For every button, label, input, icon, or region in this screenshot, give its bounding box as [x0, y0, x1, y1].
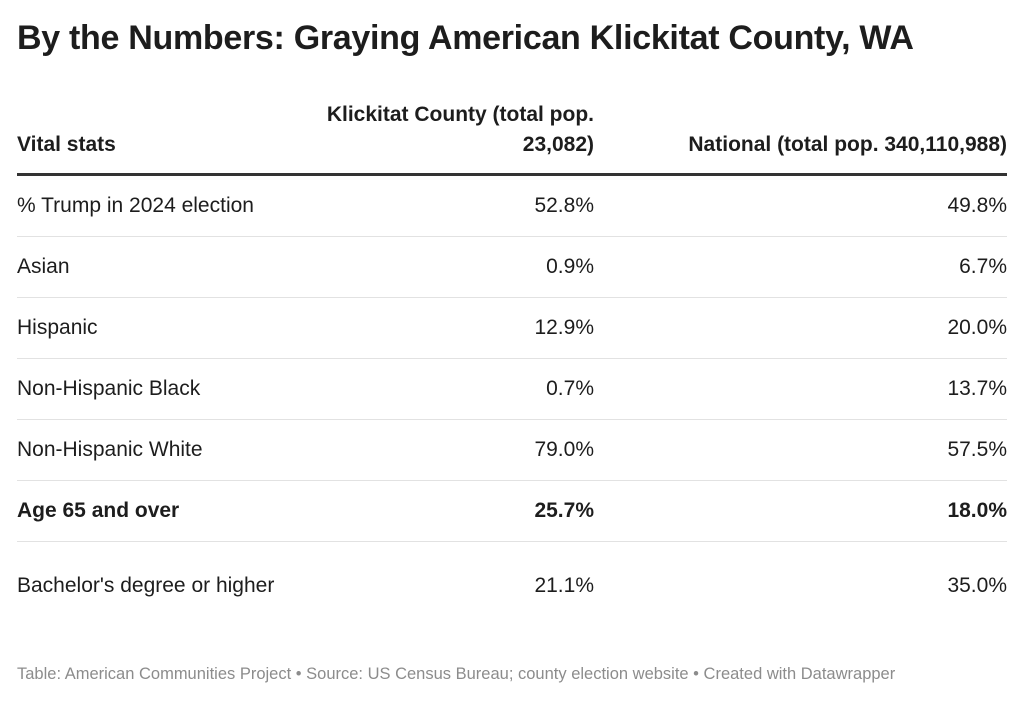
- county-value: 52.8%: [317, 174, 594, 237]
- county-value: 79.0%: [317, 419, 594, 481]
- table-row: Asian 0.9% 6.7%: [17, 236, 1007, 298]
- source-footer: Table: American Communities Project • So…: [17, 665, 896, 683]
- table-row: Non-Hispanic Black 0.7% 13.7%: [17, 358, 1007, 420]
- national-value: 35.0%: [947, 574, 1007, 597]
- table-row: Age 65 and over 25.7% 18.0%: [17, 480, 1007, 542]
- table-row: Non-Hispanic White 79.0% 57.5%: [17, 419, 1007, 481]
- table-row: % Trump in 2024 election 52.8% 49.8%: [17, 174, 1007, 237]
- row-label: Asian: [17, 236, 317, 298]
- row-label: Hispanic: [17, 297, 317, 359]
- header-county: Klickitat County (total pop. 23,082): [317, 100, 594, 176]
- stats-table: Vital stats Klickitat County (total pop.…: [17, 100, 1007, 630]
- chart-title: By the Numbers: Graying American Klickit…: [17, 19, 914, 57]
- row-label: Age 65 and over: [17, 480, 317, 542]
- national-value: 13.7%: [594, 358, 1007, 420]
- row-label: Non-Hispanic White: [17, 419, 317, 481]
- county-value: 25.7%: [317, 480, 594, 542]
- row-label: % Trump in 2024 election: [17, 174, 317, 237]
- row-label: Non-Hispanic Black: [17, 358, 317, 420]
- national-value: 49.8%: [594, 174, 1007, 237]
- national-value: 6.7%: [594, 236, 1007, 298]
- national-value: 18.0%: [594, 480, 1007, 542]
- table-row: Bachelor's degree or higher 21.1% 35.0%: [17, 542, 1007, 631]
- national-value: 57.5%: [594, 419, 1007, 481]
- national-value: 20.0%: [594, 297, 1007, 359]
- county-value: 0.9%: [317, 236, 594, 298]
- county-value: 12.9%: [317, 297, 594, 359]
- county-value: 21.1%: [534, 574, 594, 597]
- table-row: Hispanic 12.9% 20.0%: [17, 297, 1007, 359]
- header-vital-stats: Vital stats: [17, 100, 317, 176]
- row-label: Bachelor's degree or higher: [17, 574, 275, 597]
- county-value: 0.7%: [317, 358, 594, 420]
- header-national: National (total pop. 340,110,988): [594, 100, 1007, 176]
- header-row: Vital stats Klickitat County (total pop.…: [17, 100, 1007, 176]
- table-body: % Trump in 2024 election 52.8% 49.8% Asian 0…: [17, 174, 1007, 631]
